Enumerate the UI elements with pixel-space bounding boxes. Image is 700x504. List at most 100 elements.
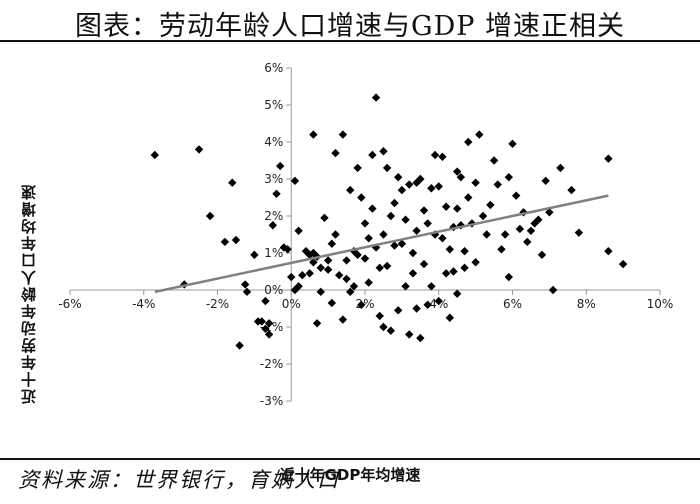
data-point — [438, 234, 447, 243]
data-point — [408, 248, 418, 258]
data-point — [375, 311, 384, 321]
data-point — [382, 261, 392, 271]
data-point — [482, 230, 491, 239]
data-point — [346, 287, 355, 297]
data-point — [416, 174, 425, 184]
data-point — [283, 245, 292, 254]
y-tick-label: 1% — [264, 246, 283, 260]
data-point — [438, 152, 447, 161]
data-point — [423, 300, 432, 309]
data-point — [294, 282, 303, 291]
data-point — [338, 315, 348, 324]
data-point — [449, 267, 458, 276]
data-point — [526, 226, 536, 235]
data-point — [294, 226, 303, 235]
data-point — [523, 237, 532, 247]
data-point — [240, 280, 250, 289]
data-point — [434, 296, 443, 306]
data-point — [379, 230, 388, 239]
data-point — [445, 313, 455, 322]
data-point — [511, 191, 521, 200]
data-point — [386, 326, 396, 335]
data-point — [228, 178, 237, 187]
y-tick-label: 3% — [264, 172, 283, 186]
data-point — [342, 274, 351, 284]
data-point — [290, 176, 300, 186]
data-point — [309, 248, 318, 258]
data-point — [486, 200, 495, 210]
data-point — [456, 172, 466, 182]
data-point — [408, 269, 418, 278]
y-tick-label: 2% — [264, 209, 283, 223]
y-tick-label: 5% — [264, 98, 283, 112]
data-point — [541, 176, 550, 186]
data-point — [445, 245, 455, 254]
x-tick-label: -4% — [132, 297, 155, 311]
data-point — [508, 139, 517, 149]
data-point — [379, 322, 388, 332]
source-divider — [0, 458, 700, 460]
data-point — [261, 296, 270, 306]
data-point — [242, 287, 252, 297]
data-point — [220, 237, 230, 247]
data-point — [338, 130, 348, 139]
data-point — [353, 250, 362, 260]
data-point — [427, 184, 436, 193]
x-tick-label: -2% — [206, 297, 229, 311]
data-point — [497, 245, 506, 254]
y-tick-label: 0% — [264, 283, 283, 297]
data-point — [327, 239, 337, 248]
data-point — [360, 219, 370, 228]
scatter-chart: -6%-4%-2%0%2%4%6%8%10%-3%-2%-1%0%1%2%3%4… — [0, 44, 700, 484]
data-point — [334, 271, 344, 280]
data-point — [390, 198, 399, 208]
data-point — [471, 178, 480, 187]
data-point — [368, 204, 377, 213]
data-point — [574, 228, 584, 237]
source-note: 资料来源：世界银行，育娲人口 — [18, 468, 340, 492]
data-point — [275, 161, 285, 171]
data-point — [504, 272, 514, 282]
data-point — [205, 211, 215, 221]
y-tick-label: 4% — [264, 135, 283, 149]
data-point — [604, 154, 613, 163]
data-point — [430, 150, 440, 160]
data-point — [412, 226, 421, 235]
data-point — [393, 172, 403, 182]
data-point — [556, 163, 565, 173]
x-tick-label: 8% — [577, 297, 596, 311]
data-point — [353, 163, 362, 173]
data-point — [194, 145, 204, 154]
data-point — [287, 272, 296, 282]
data-point — [290, 285, 300, 295]
data-point — [371, 93, 381, 102]
data-point — [360, 254, 370, 263]
data-point — [382, 163, 392, 173]
data-point — [515, 224, 525, 234]
chart-svg: -6%-4%-2%0%2%4%6%8%10%-3%-2%-1%0%1%2%3%4… — [58, 61, 673, 408]
data-point — [452, 204, 462, 213]
data-point — [401, 282, 410, 291]
y-tick-label: 6% — [264, 61, 283, 75]
data-point — [257, 317, 266, 326]
data-point — [357, 300, 366, 309]
y-tick-label: -3% — [260, 394, 283, 408]
trend-line — [154, 194, 609, 294]
data-point — [368, 150, 377, 160]
data-point — [500, 230, 510, 239]
x-axis-label: 近十年GDP年均增速 — [279, 466, 421, 484]
data-point — [375, 263, 384, 272]
data-point — [456, 221, 466, 230]
data-point — [430, 230, 440, 239]
data-point — [231, 235, 241, 245]
data-point — [320, 213, 329, 223]
data-point — [323, 256, 333, 265]
data-point — [298, 271, 307, 280]
data-point — [427, 282, 436, 291]
x-tick-label: -6% — [58, 297, 81, 311]
data-point — [434, 182, 443, 191]
data-point — [412, 304, 421, 313]
data-point — [405, 180, 414, 189]
data-point — [316, 287, 325, 297]
data-point — [272, 189, 281, 198]
